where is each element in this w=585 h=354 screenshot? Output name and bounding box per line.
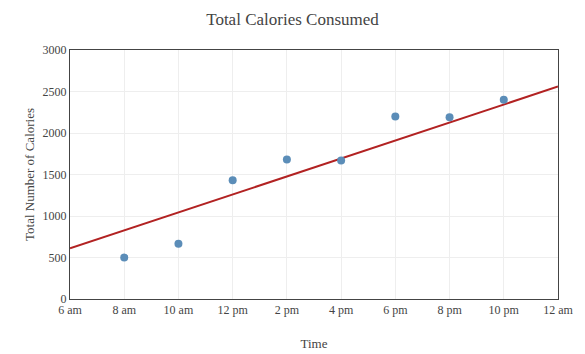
svg-text:8 am: 8 am xyxy=(112,303,136,317)
svg-text:Time: Time xyxy=(301,336,328,351)
svg-text:Total Number of Calories: Total Number of Calories xyxy=(22,108,37,241)
svg-text:2 pm: 2 pm xyxy=(275,303,300,317)
svg-text:12 pm: 12 pm xyxy=(217,303,248,317)
svg-text:10 pm: 10 pm xyxy=(489,303,520,317)
svg-text:1500: 1500 xyxy=(43,168,67,182)
svg-text:500: 500 xyxy=(49,251,67,265)
svg-text:8 pm: 8 pm xyxy=(437,303,462,317)
svg-text:4 pm: 4 pm xyxy=(329,303,354,317)
svg-text:6 am: 6 am xyxy=(58,303,82,317)
svg-text:12 am: 12 am xyxy=(543,303,573,317)
svg-text:1000: 1000 xyxy=(43,209,67,223)
svg-text:2000: 2000 xyxy=(43,126,67,140)
svg-text:0: 0 xyxy=(61,292,67,306)
svg-text:3000: 3000 xyxy=(43,43,67,57)
svg-text:Total Calories Consumed: Total Calories Consumed xyxy=(206,10,379,29)
svg-text:6 pm: 6 pm xyxy=(383,303,408,317)
svg-text:10 am: 10 am xyxy=(164,303,194,317)
svg-text:2500: 2500 xyxy=(43,85,67,99)
